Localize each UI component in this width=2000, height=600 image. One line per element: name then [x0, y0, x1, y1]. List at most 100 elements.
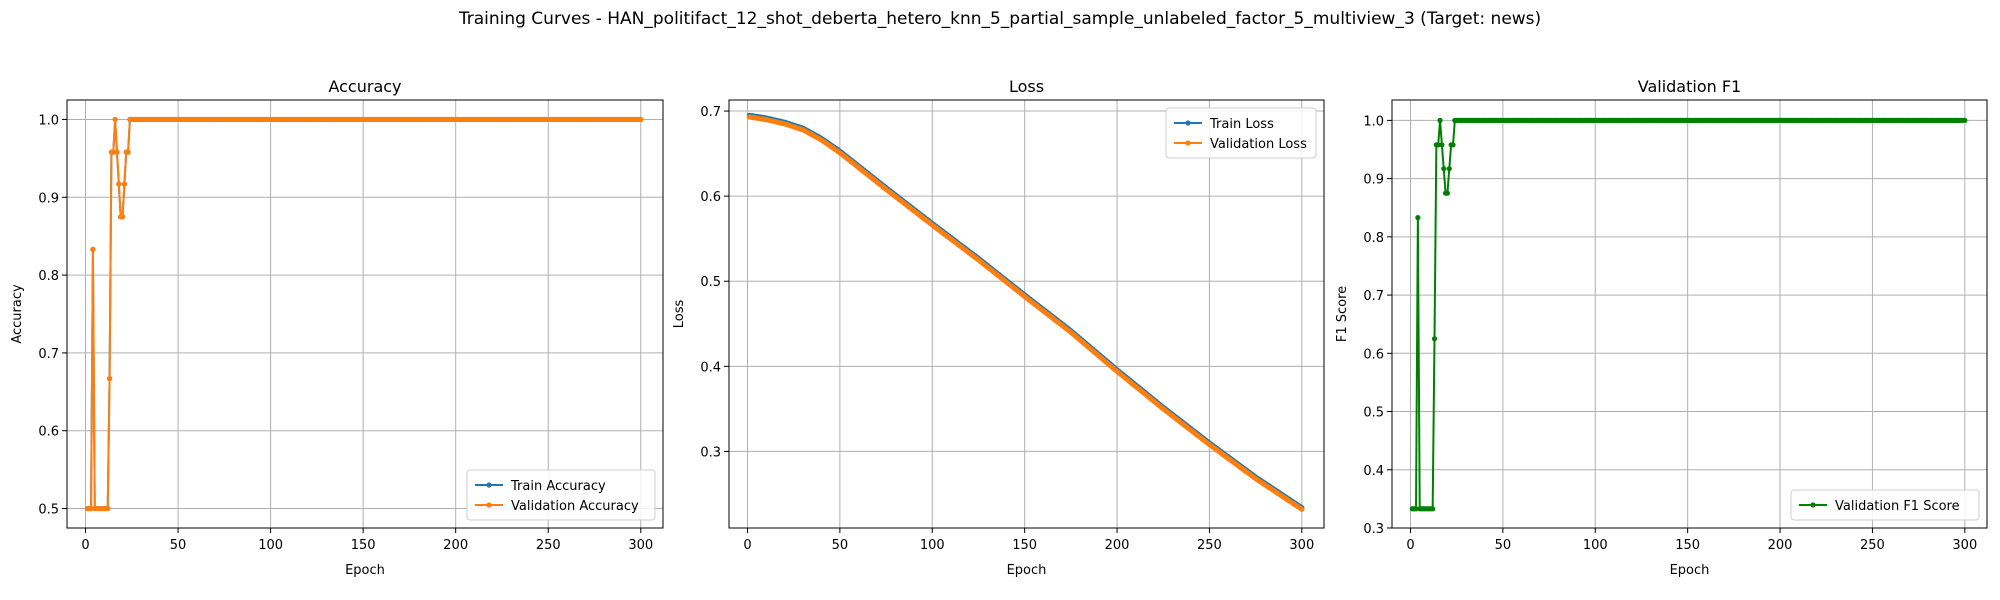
- f1-data-point: [1413, 506, 1419, 512]
- accuracy-axes-frame: [66, 99, 664, 529]
- loss-ytick-label: 0.3: [700, 445, 721, 460]
- loss-xtick-label: 150: [1012, 538, 1037, 553]
- loss-xlabel: Epoch: [1007, 563, 1047, 578]
- accuracy-xtick-label: 100: [258, 538, 283, 553]
- accuracy-xtick-label: 50: [170, 538, 187, 553]
- loss-xtick-label: 250: [1197, 538, 1222, 553]
- loss-data-point: [1299, 506, 1305, 512]
- accuracy-ytick-label: 0.8: [38, 269, 59, 284]
- f1-ytick-label: 0.8: [1363, 231, 1384, 246]
- accuracy-data-point: [112, 116, 118, 123]
- figure-title: Training Curves - HAN_politifact_12_shot…: [458, 9, 1542, 29]
- f1-data-point: [1450, 142, 1456, 148]
- accuracy-data-point: [114, 149, 120, 155]
- accuracy-xtick-label: 150: [351, 538, 376, 553]
- f1-title: Validation F1: [1638, 77, 1741, 96]
- f1-ytick-label: 1.0: [1363, 114, 1384, 129]
- f1-data-point: [1437, 117, 1443, 123]
- f1-xtick-label: 0: [1406, 538, 1414, 553]
- accuracy-data-point: [638, 116, 644, 123]
- accuracy-legend-box: [466, 469, 656, 521]
- f1-data-point: [1430, 506, 1436, 512]
- loss-ylabel: Loss: [672, 300, 687, 329]
- f1-xtick-label: 300: [1952, 538, 1977, 553]
- accuracy-xtick-label: 250: [536, 538, 561, 553]
- f1-data-point: [1444, 190, 1451, 196]
- f1-data-point: [1435, 142, 1441, 148]
- f1-xtick-label: 100: [1583, 538, 1608, 553]
- accuracy-ytick-label: 0.7: [38, 347, 59, 362]
- accuracy-xtick-label: 0: [81, 538, 89, 553]
- f1-ytick-label: 0.9: [1363, 173, 1384, 188]
- accuracy-title: Accuracy: [328, 77, 401, 96]
- accuracy-ytick-label: 1.0: [38, 113, 59, 128]
- accuracy-legend-marker-1: [486, 502, 492, 508]
- f1-legend-box: [1790, 489, 1980, 521]
- accuracy-data-point: [90, 246, 96, 253]
- f1-data-point: [1431, 336, 1438, 342]
- f1-xlabel: Epoch: [1670, 563, 1710, 578]
- f1-data-point: [1962, 117, 1968, 123]
- f1-xtick-label: 250: [1860, 538, 1885, 553]
- accuracy-xlabel: Epoch: [345, 563, 385, 578]
- loss-xtick-label: 50: [832, 538, 849, 553]
- loss-legend-label-0: Train Loss: [1209, 117, 1274, 132]
- accuracy-data-point: [106, 375, 113, 382]
- f1-xtick-label: 50: [1495, 538, 1512, 553]
- accuracy-legend-label-1: Validation Accuracy: [511, 499, 639, 514]
- f1-data-point: [1415, 215, 1421, 221]
- loss-title: Loss: [1009, 77, 1044, 96]
- loss-legend-marker-0: [1185, 120, 1191, 126]
- f1-ytick-label: 0.7: [1363, 289, 1384, 304]
- f1-legend-label-0: Validation F1 Score: [1835, 499, 1960, 514]
- accuracy-data-point: [110, 149, 116, 155]
- loss-ytick-label: 0.7: [700, 105, 721, 120]
- accuracy-ylabel: Accuracy: [10, 284, 25, 344]
- accuracy-data-point: [116, 181, 122, 187]
- f1-xtick-label: 200: [1768, 538, 1793, 553]
- loss-xtick-label: 100: [920, 538, 945, 553]
- f1-axes-frame: [1391, 99, 1988, 529]
- accuracy-plot-area: [84, 116, 644, 512]
- loss-plot-area: [746, 112, 1305, 512]
- accuracy-data-point: [119, 214, 126, 220]
- f1-data-point: [1446, 166, 1452, 172]
- loss-ytick-label: 0.6: [700, 190, 721, 205]
- loss-legend: Train Loss Validation Loss: [1165, 107, 1317, 159]
- f1-legend: Validation F1 Score: [1790, 489, 1980, 521]
- accuracy-legend-marker-0: [486, 482, 492, 488]
- f1-xtick-label: 150: [1675, 538, 1700, 553]
- loss-legend-marker-1: [1185, 140, 1191, 146]
- accuracy-ytick-label: 0.6: [38, 425, 59, 440]
- accuracy-legend-label-0: Train Accuracy: [510, 479, 606, 494]
- f1-data-point: [1441, 166, 1447, 172]
- f1-data-point: [1439, 142, 1445, 148]
- accuracy-xtick-label: 300: [628, 538, 653, 553]
- f1-legend-marker-0: [1810, 502, 1816, 508]
- accuracy-xtick-label: 200: [443, 538, 468, 553]
- loss-xtick-label: 200: [1105, 538, 1130, 553]
- accuracy-legend: Train Accuracy Validation Accuracy: [466, 469, 656, 521]
- loss-axes-frame: [728, 99, 1325, 529]
- loss-legend-label-1: Validation Loss: [1210, 137, 1307, 152]
- f1-ytick-label: 0.6: [1363, 347, 1384, 362]
- loss-ytick-label: 0.5: [700, 275, 721, 290]
- loss-xtick-label: 0: [743, 538, 751, 553]
- f1-ytick-label: 0.5: [1363, 406, 1384, 421]
- accuracy-data-point: [121, 181, 127, 187]
- f1-ytick-label: 0.4: [1363, 464, 1384, 479]
- f1-ylabel: F1 Score: [1335, 286, 1350, 342]
- accuracy-ytick-label: 0.5: [38, 503, 59, 518]
- loss-legend-box: [1165, 107, 1317, 159]
- accuracy-ytick-label: 0.9: [38, 191, 59, 206]
- accuracy-data-point: [88, 505, 94, 512]
- loss-xtick-label: 300: [1289, 538, 1314, 553]
- f1-ytick-label: 0.3: [1363, 522, 1384, 537]
- accuracy-data-point: [125, 149, 131, 155]
- loss-ytick-label: 0.4: [700, 360, 721, 375]
- f1-plot-area: [1409, 117, 1968, 512]
